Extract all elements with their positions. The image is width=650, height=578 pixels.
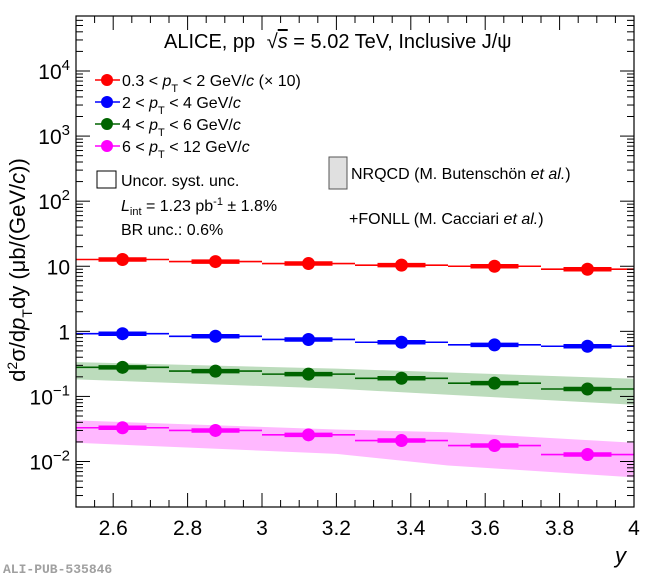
y-tick-label: 10 [47,256,70,279]
data-point [488,376,501,390]
legend-br: BR unc.: 0.6% [121,222,223,239]
legend-entry-1: 2 < pT < 4 GeV/c [95,95,241,117]
model-band-series-3 [76,420,634,478]
data-point [581,382,594,396]
x-tick-label: 2.6 [99,517,128,540]
x-tick-label: 3.8 [545,517,574,540]
publication-id: ALI-PUB-535846 [3,562,113,577]
legend-marker-icon [101,96,113,108]
legend-marker-icon [101,140,113,152]
series-3 [76,421,634,462]
legend-marker-icon [101,118,113,130]
data-point [116,327,129,341]
legend-entry-2: 4 < pT < 6 GeV/c [95,117,241,139]
data-point [116,421,129,435]
model-bands [76,362,634,478]
series-1 [76,327,634,353]
nrqcd-box-icon [328,156,348,190]
data-point [302,257,315,271]
legend-label: 0.3 < pT < 2 GeV/c (× 10) [122,73,301,95]
x-tick-label: 4 [628,517,640,540]
legend: 0.3 < pT < 2 GeV/c (× 10)2 < pT < 4 GeV/… [95,73,301,161]
data-point [488,439,501,453]
syst-box-icon [96,170,117,189]
y-tick-label: 10−1 [30,382,70,409]
y-tick-label: 102 [38,187,70,214]
data-point [581,448,594,462]
data-point [209,255,222,269]
data-point [302,332,315,346]
data-point [116,252,129,266]
x-tick-label: 3.2 [322,517,351,540]
data-point [395,434,408,448]
legend-entry-3: 6 < pT < 12 GeV/c [95,139,250,161]
series-2 [76,360,634,396]
y-tick-label: 1 [58,321,70,344]
y-tick-label: 104 [38,57,70,84]
x-tick-label: 3.4 [396,517,426,540]
data-point [395,335,408,349]
data-point [581,262,594,276]
data-point [488,259,501,273]
x-tick-label: 2.8 [173,517,202,540]
data-point [488,338,501,352]
legend-label: 6 < pT < 12 GeV/c [122,139,250,161]
nrqcd-label: NRQCD (M. Butenschön et al.) [351,166,571,183]
y-tick-label: 103 [38,122,70,149]
y-tick-label: 10−2 [30,448,70,475]
data-point [302,367,315,381]
legend-label: 4 < pT < 6 GeV/c [122,117,241,139]
legend-syst-label: Uncor. syst. unc. [121,173,239,190]
data-point [209,329,222,343]
y-axis-title: d2σ/dpTdy (μb/(GeV/c)) [4,158,35,382]
series-0 [76,252,634,276]
data-point [395,371,408,385]
legend-label: 2 < pT < 4 GeV/c [122,95,241,117]
chart-title: ALICE, pp √s = 5.02 TeV, Inclusive J/ψ [164,31,512,53]
data-point [209,423,222,437]
legend-syst: Uncor. syst. unc. [96,170,239,190]
data-point [581,339,594,353]
x-tick-label: 3.6 [471,517,500,540]
data-layer [76,252,634,462]
fonll-label: +FONLL (M. Cacciari et al.) [349,211,544,228]
data-point [302,428,315,442]
model-legend: NRQCD (M. Butenschön et al.) +FONLL (M. … [328,156,571,228]
legend-entry-0: 0.3 < pT < 2 GeV/c (× 10) [95,73,301,95]
x-tick-labels: 2.6 2.8 3 3.2 3.4 3.6 3.8 4 [99,517,641,540]
x-tick-label: 3 [256,517,268,540]
axis-ticks [75,15,635,508]
x-axis-title: y [613,543,628,568]
legend-lumi: Lint = 1.23 pb-1 ± 1.8% [121,196,277,218]
data-point [395,258,408,272]
model-band-series-2 [76,362,634,405]
legend-marker-icon [101,74,113,86]
data-point [209,364,222,378]
data-point [116,360,129,374]
